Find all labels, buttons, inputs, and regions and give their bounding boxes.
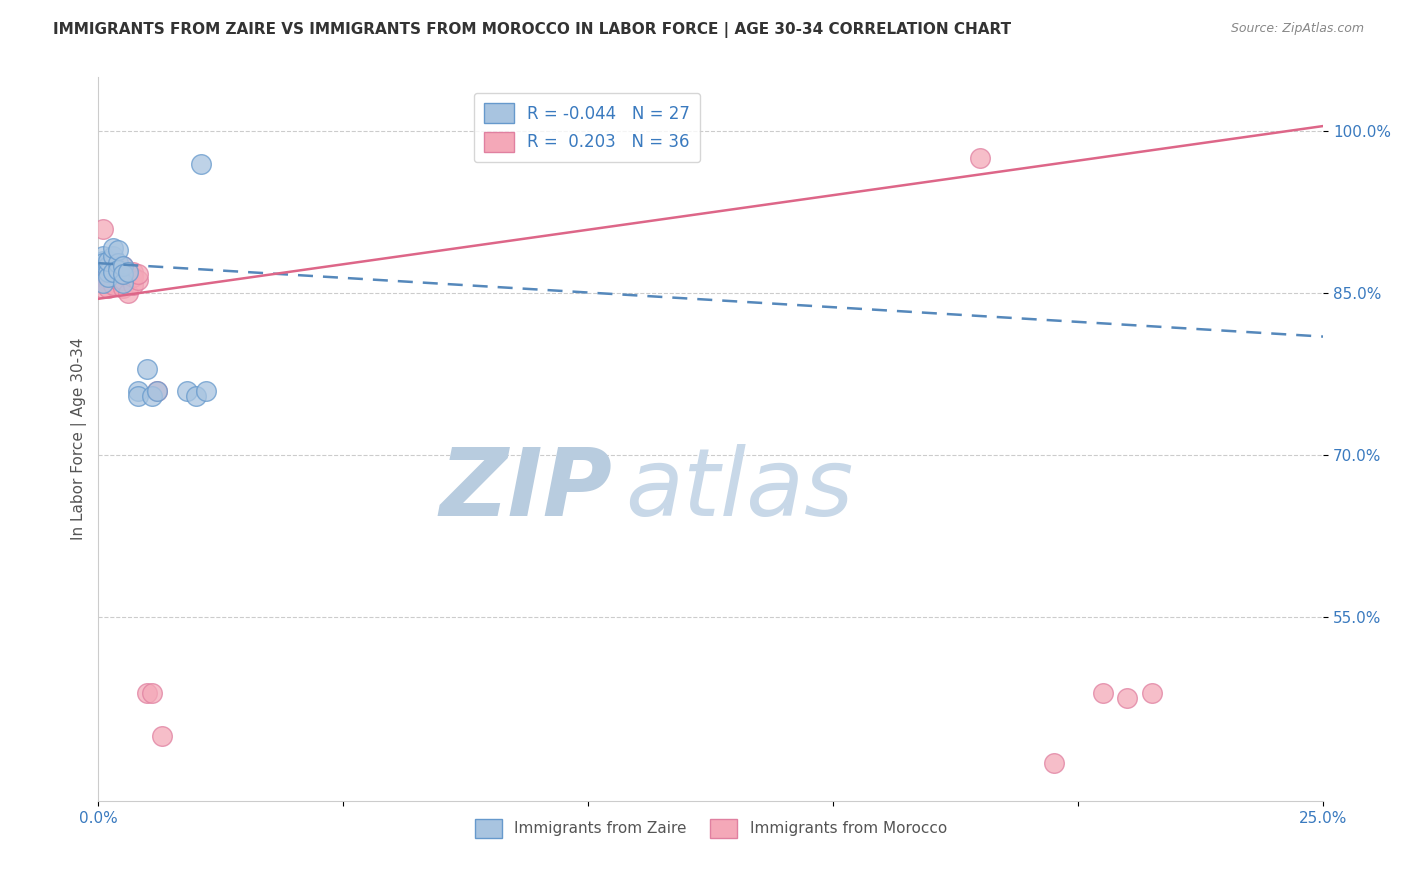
Point [117,286,139,301]
Point [141,389,163,403]
Point [136,362,159,376]
Point [107,256,129,270]
Point [146,384,169,398]
Point [1091,686,1114,700]
Point [97,254,120,268]
Point [127,273,149,287]
Point [91,281,114,295]
Point [101,277,124,292]
Point [91,249,114,263]
Text: Source: ZipAtlas.com: Source: ZipAtlas.com [1230,22,1364,36]
Point [136,686,159,700]
Point [1116,691,1139,706]
Point [97,281,120,295]
Point [1042,756,1064,770]
Point [91,221,114,235]
Point [97,260,120,274]
Point [91,254,114,268]
Point [141,686,163,700]
Point [111,276,134,290]
Text: ZIP: ZIP [440,444,613,536]
Point [101,270,124,285]
Point [91,256,114,270]
Point [190,157,212,171]
Point [101,265,124,279]
Point [127,389,149,403]
Point [1140,686,1163,700]
Point [176,384,198,398]
Point [146,384,169,398]
Point [127,384,149,398]
Point [91,265,114,279]
Point [186,389,208,403]
Point [107,265,129,279]
Point [117,270,139,285]
Point [127,267,149,281]
Point [111,273,134,287]
Point [107,243,129,257]
Point [97,265,120,279]
Point [969,152,991,166]
Point [150,729,173,743]
Point [97,276,120,290]
Point [97,273,120,287]
Point [111,267,134,281]
Text: IMMIGRANTS FROM ZAIRE VS IMMIGRANTS FROM MOROCCO IN LABOR FORCE | AGE 30-34 CORR: IMMIGRANTS FROM ZAIRE VS IMMIGRANTS FROM… [53,22,1011,38]
Point [101,265,124,279]
Point [121,277,143,292]
Point [91,276,114,290]
Point [111,260,134,274]
Point [91,270,114,285]
Point [91,260,114,274]
Point [107,260,129,274]
Point [101,256,124,270]
Point [117,265,139,279]
Point [111,281,134,295]
Y-axis label: In Labor Force | Age 30-34: In Labor Force | Age 30-34 [72,338,87,541]
Point [97,270,120,285]
Point [111,260,134,274]
Point [107,262,129,277]
Point [101,241,124,255]
Text: atlas: atlas [626,444,853,535]
Point [195,384,218,398]
Point [97,260,120,274]
Point [121,265,143,279]
Point [121,270,143,285]
Legend: Immigrants from Zaire, Immigrants from Morocco: Immigrants from Zaire, Immigrants from M… [468,813,953,844]
Point [97,262,120,277]
Point [107,273,129,287]
Point [101,249,124,263]
